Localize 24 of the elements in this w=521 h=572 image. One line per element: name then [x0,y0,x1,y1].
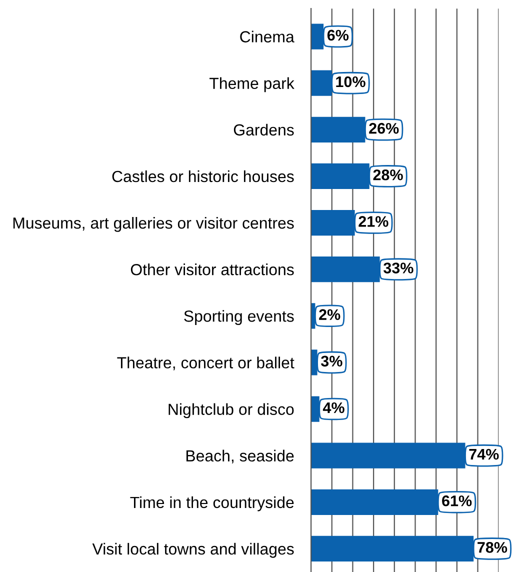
y-tick-label: Cinema [240,30,294,42]
data-label: 10% [336,76,366,88]
y-tick-label: Sporting events [184,310,294,325]
data-label: 74% [469,448,499,460]
y-tick-label: Other visitor attractions [130,264,294,276]
y-tick-label: Gardens [234,124,294,136]
data-label: 78% [478,542,508,553]
y-tick-label: Nightclub or disco [168,403,294,418]
data-label: 61% [442,495,472,506]
data-label: 28% [373,169,403,180]
data-label: 33% [383,262,414,274]
data-label: 21% [358,216,388,227]
data-label: 3% [320,356,342,367]
data-label: 2% [319,309,340,320]
y-tick-label: Time in the countryside [130,496,294,512]
y-tick-label: Visit local towns and villages [92,542,294,558]
data-label: 4% [322,402,344,414]
y-tick-label: Castles or historic houses [112,170,294,182]
y-tick-label: Museums, art galleries or visitor centres [13,216,294,232]
y-tick-label: Beach, seaside [186,450,294,464]
y-tick-label: Theme park [210,77,294,92]
data-label: 26% [369,122,399,134]
y-tick-label: Theatre, concert or ballet [117,356,294,370]
data-label: 6% [327,30,349,41]
